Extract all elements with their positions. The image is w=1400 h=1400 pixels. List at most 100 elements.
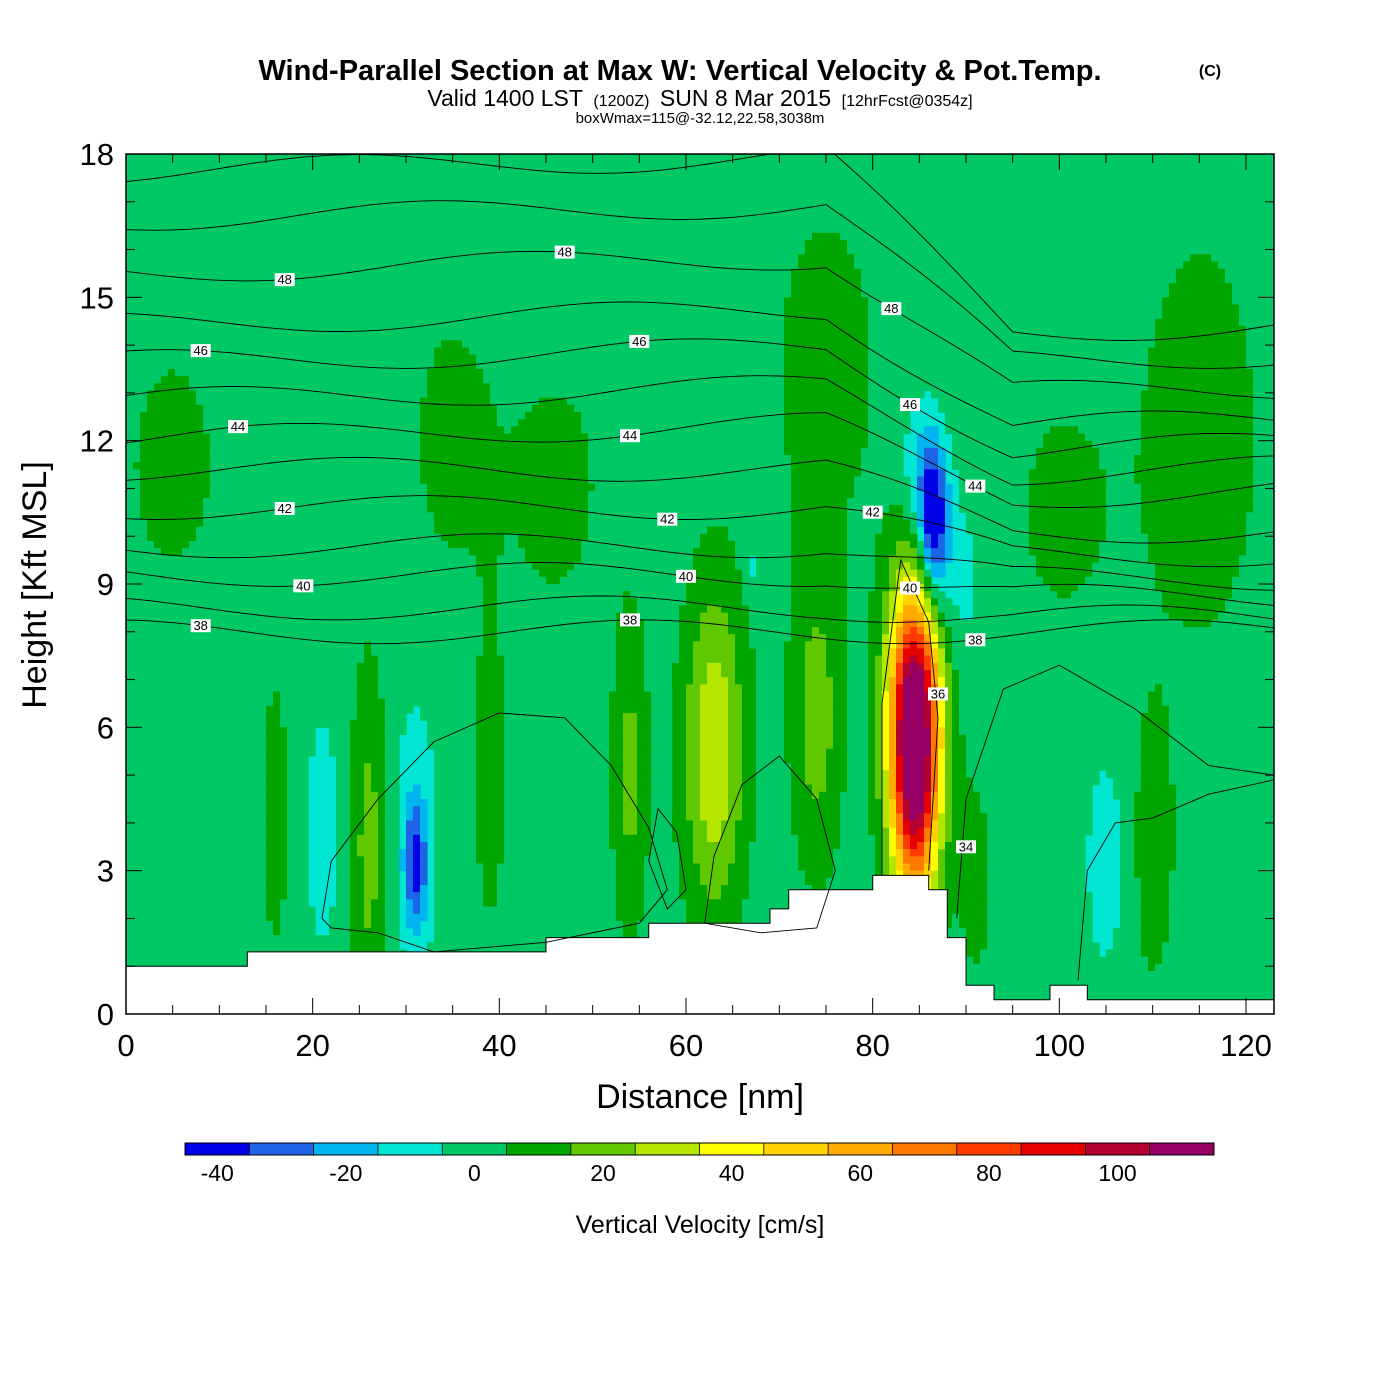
field-cell (364, 899, 372, 908)
field-cell (623, 713, 638, 721)
isentrope-label-44: 44 (965, 479, 986, 494)
field-cell (350, 763, 365, 771)
field-cell (938, 856, 946, 865)
field-cell (756, 748, 785, 757)
field-cell (931, 627, 939, 635)
field-cell (1148, 369, 1254, 377)
field-cell (616, 885, 645, 893)
field-cell (616, 641, 645, 650)
field-cell (882, 842, 890, 850)
field-cell (504, 541, 519, 549)
field-cell (742, 584, 792, 592)
svg-text:34: 34 (959, 839, 973, 854)
field-cell (1162, 684, 1274, 693)
field-cell (931, 992, 1274, 1001)
x-tick-label: 0 (117, 1028, 134, 1063)
field-cell (147, 390, 197, 399)
field-cell (350, 899, 365, 908)
field-cell (504, 770, 610, 779)
field-cell (868, 827, 883, 836)
colorbar-swatch (828, 1143, 893, 1155)
field-cell (1078, 426, 1142, 435)
field-cell (742, 684, 757, 693)
field-cell (504, 684, 617, 693)
field-cell (1162, 591, 1233, 599)
field-cell (1141, 483, 1254, 492)
isentrope-label-48: 48 (881, 301, 902, 316)
field-cell (1169, 899, 1274, 908)
field-cell (756, 727, 785, 736)
field-cell (1141, 519, 1247, 528)
field-cell (945, 533, 953, 542)
field-cell (847, 784, 869, 793)
field-cell (686, 799, 701, 807)
field-cell (756, 677, 785, 685)
field-cell (749, 605, 792, 614)
field-cell (868, 404, 911, 413)
field-cell (623, 928, 638, 936)
field-cell (847, 698, 869, 707)
field-cell (924, 806, 932, 814)
field-cell (476, 799, 505, 807)
field-cell (350, 885, 365, 893)
field-cell (504, 856, 617, 865)
field-cell (1246, 512, 1274, 521)
field-cell (161, 376, 190, 384)
field-cell (903, 619, 918, 628)
field-cell (420, 827, 428, 836)
field-cell (434, 512, 589, 521)
field-cell (126, 827, 267, 836)
field-cell (742, 791, 757, 800)
field-cell (406, 827, 421, 836)
field-cell (903, 612, 925, 621)
field-cell (1120, 806, 1135, 814)
field-cell (546, 576, 561, 585)
isentrope-label-46: 46 (900, 397, 920, 412)
field-cell (938, 963, 1149, 972)
field-cell (196, 533, 442, 542)
field-cell (644, 619, 680, 628)
field-cell (735, 648, 757, 657)
svg-text:44: 44 (968, 479, 982, 494)
field-cell (126, 340, 442, 349)
isentrope-label-36: 36 (928, 686, 948, 701)
field-cell (917, 813, 925, 822)
field-cell (882, 713, 890, 721)
field-cell (588, 533, 701, 542)
field-cell (903, 562, 911, 571)
field-cell (791, 598, 848, 607)
field-cell (1036, 455, 1100, 463)
field-cell (1190, 254, 1212, 263)
field-cell (693, 562, 736, 571)
field-cell (847, 576, 876, 585)
field-cell (826, 777, 848, 786)
field-cell (700, 698, 729, 707)
field-cell (623, 756, 638, 764)
svg-text:48: 48 (277, 272, 291, 287)
field-cell (868, 340, 1156, 349)
field-cell (126, 942, 351, 951)
field-cell (1113, 928, 1142, 936)
field-cell (910, 842, 918, 850)
field-cell (126, 505, 141, 513)
field-cell (1176, 856, 1274, 865)
field-cell (266, 791, 288, 800)
field-cell (364, 906, 372, 915)
field-cell (700, 684, 729, 693)
field-cell (126, 813, 267, 822)
field-cell (728, 526, 792, 535)
field-cell (847, 720, 869, 728)
field-cell (1169, 877, 1274, 886)
field-cell (476, 677, 505, 685)
field-cell (609, 705, 652, 714)
field-cell (896, 806, 904, 814)
field-cell (952, 756, 967, 764)
field-cell (560, 576, 687, 585)
field-cell (357, 662, 379, 671)
field-cell (266, 885, 288, 893)
field-cell (882, 634, 890, 642)
field-cell (504, 705, 610, 714)
field-cell (441, 340, 463, 349)
field-cell (350, 920, 365, 929)
